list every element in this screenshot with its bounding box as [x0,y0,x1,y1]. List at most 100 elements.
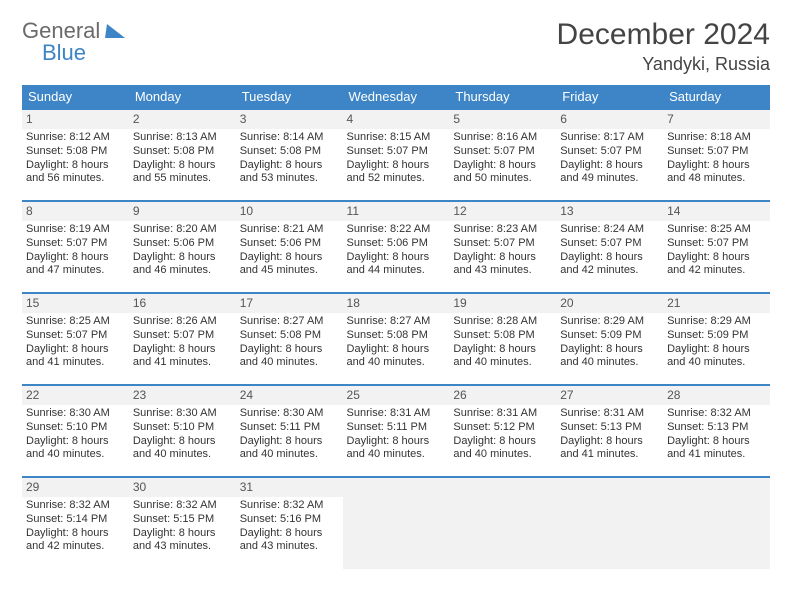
sunset-text: Sunset: 5:08 PM [453,329,552,343]
weekday-header: Tuesday [236,85,343,109]
day-number: 17 [236,294,343,313]
daylight-text: Daylight: 8 hours and 41 minutes. [667,435,766,463]
daylight-text: Daylight: 8 hours and 55 minutes. [133,159,232,187]
daylight-text: Daylight: 8 hours and 41 minutes. [26,343,125,371]
calendar-day-empty [343,477,450,569]
calendar-day: 7Sunrise: 8:18 AMSunset: 5:07 PMDaylight… [663,109,770,201]
daylight-text: Daylight: 8 hours and 42 minutes. [26,527,125,555]
day-number: 15 [22,294,129,313]
sunset-text: Sunset: 5:13 PM [560,421,659,435]
sunrise-text: Sunrise: 8:14 AM [240,131,339,145]
calendar-day: 29 Sunrise: 8:32 AMSunset: 5:14 PMDayligh… [22,477,129,569]
day-number: 18 [343,294,450,313]
daylight-text: Daylight: 8 hours and 40 minutes. [133,435,232,463]
sunset-text: Sunset: 5:08 PM [133,145,232,159]
calendar-day: 19Sunrise: 8:28 AMSunset: 5:08 PMDayligh… [449,293,556,385]
calendar-day: 11Sunrise: 8:22 AMSunset: 5:06 PMDayligh… [343,201,450,293]
daylight-text: Daylight: 8 hours and 44 minutes. [347,251,446,279]
calendar-day: 8Sunrise: 8:19 AMSunset: 5:07 PMDaylight… [22,201,129,293]
calendar-day: 15Sunrise: 8:25 AMSunset: 5:07 PMDayligh… [22,293,129,385]
calendar-day: 22Sunrise: 8:30 AMSunset: 5:10 PMDayligh… [22,385,129,477]
day-number: 13 [556,202,663,221]
day-number: 11 [343,202,450,221]
sunrise-text: Sunrise: 8:28 AM [453,315,552,329]
calendar-day: 25Sunrise: 8:31 AMSunset: 5:11 PMDayligh… [343,385,450,477]
sunrise-text: Sunrise: 8:27 AM [347,315,446,329]
day-number: 9 [129,202,236,221]
sunset-text: Sunset: 5:12 PM [453,421,552,435]
daylight-text: Daylight: 8 hours and 46 minutes. [133,251,232,279]
sunrise-text: Sunrise: 8:18 AM [667,131,766,145]
weekday-header: Friday [556,85,663,109]
sunset-text: Sunset: 5:06 PM [133,237,232,251]
calendar-day: 18Sunrise: 8:27 AMSunset: 5:08 PMDayligh… [343,293,450,385]
calendar-week: 8Sunrise: 8:19 AMSunset: 5:07 PMDaylight… [22,201,770,293]
sunrise-text: Sunrise: 8:12 AM [26,131,125,145]
calendar-table: SundayMondayTuesdayWednesdayThursdayFrid… [22,85,770,569]
sunrise-text: Sunrise: 8:24 AM [560,223,659,237]
daylight-text: Daylight: 8 hours and 45 minutes. [240,251,339,279]
calendar-day: 10Sunrise: 8:21 AMSunset: 5:06 PMDayligh… [236,201,343,293]
daylight-text: Daylight: 8 hours and 40 minutes. [560,343,659,371]
sunset-text: Sunset: 5:07 PM [453,237,552,251]
sunset-text: Sunset: 5:09 PM [667,329,766,343]
day-number: 19 [449,294,556,313]
weekday-row: SundayMondayTuesdayWednesdayThursdayFrid… [22,85,770,109]
sunset-text: Sunset: 5:10 PM [26,421,125,435]
daylight-text: Daylight: 8 hours and 42 minutes. [667,251,766,279]
day-number: 6 [556,110,663,129]
sunrise-text: Sunrise: 8:17 AM [560,131,659,145]
logo-word2-wrap: Blue [42,40,86,66]
sunrise-text: Sunrise: 8:23 AM [453,223,552,237]
sunset-text: Sunset: 5:08 PM [347,329,446,343]
daylight-text: Daylight: 8 hours and 48 minutes. [667,159,766,187]
sunrise-text: Sunrise: 8:31 AM [560,407,659,421]
sail-icon [105,24,127,38]
calendar-day: 1Sunrise: 8:12 AMSunset: 5:08 PMDaylight… [22,109,129,201]
calendar-day: 23Sunrise: 8:30 AMSunset: 5:10 PMDayligh… [129,385,236,477]
sunset-text: Sunset: 5:07 PM [667,145,766,159]
day-number: 4 [343,110,450,129]
calendar-day: 12Sunrise: 8:23 AMSunset: 5:07 PMDayligh… [449,201,556,293]
day-number: 8 [22,202,129,221]
sunrise-text: Sunrise: 8:30 AM [26,407,125,421]
calendar-day: 2Sunrise: 8:13 AMSunset: 5:08 PMDaylight… [129,109,236,201]
calendar-day-empty [663,477,770,569]
day-number: 29 [22,478,129,497]
logo-word2: Blue [42,40,86,65]
calendar-day: 20Sunrise: 8:29 AMSunset: 5:09 PMDayligh… [556,293,663,385]
sunrise-text: Sunrise: 8:20 AM [133,223,232,237]
calendar-week: 1Sunrise: 8:12 AMSunset: 5:08 PMDaylight… [22,109,770,201]
day-number: 5 [449,110,556,129]
sunrise-text: Sunrise: 8:22 AM [347,223,446,237]
sunrise-text: Sunrise: 8:32 AM [26,499,125,513]
sunset-text: Sunset: 5:14 PM [26,513,125,527]
daylight-text: Daylight: 8 hours and 42 minutes. [560,251,659,279]
calendar-head: SundayMondayTuesdayWednesdayThursdayFrid… [22,85,770,109]
weekday-header: Thursday [449,85,556,109]
calendar-day: 5Sunrise: 8:16 AMSunset: 5:07 PMDaylight… [449,109,556,201]
calendar-week: 15Sunrise: 8:25 AMSunset: 5:07 PMDayligh… [22,293,770,385]
daylight-text: Daylight: 8 hours and 52 minutes. [347,159,446,187]
daylight-text: Daylight: 8 hours and 56 minutes. [26,159,125,187]
sunset-text: Sunset: 5:07 PM [560,145,659,159]
calendar-week: 29Sunrise: 8:32 AMSunset: 5:14 PMDayligh… [22,477,770,569]
calendar-day: 24Sunrise: 8:30 AMSunset: 5:11 PMDayligh… [236,385,343,477]
daylight-text: Daylight: 8 hours and 40 minutes. [26,435,125,463]
day-number: 10 [236,202,343,221]
calendar-day: 26Sunrise: 8:31 AMSunset: 5:12 PMDayligh… [449,385,556,477]
sunrise-text: Sunrise: 8:29 AM [560,315,659,329]
daylight-text: Daylight: 8 hours and 43 minutes. [133,527,232,555]
sunset-text: Sunset: 5:07 PM [26,329,125,343]
daylight-text: Daylight: 8 hours and 40 minutes. [240,435,339,463]
daylight-text: Daylight: 8 hours and 47 minutes. [26,251,125,279]
calendar-body: 1Sunrise: 8:12 AMSunset: 5:08 PMDaylight… [22,109,770,569]
daylight-text: Daylight: 8 hours and 49 minutes. [560,159,659,187]
calendar-day: 21Sunrise: 8:29 AMSunset: 5:09 PMDayligh… [663,293,770,385]
day-number: 25 [343,386,450,405]
sunset-text: Sunset: 5:16 PM [240,513,339,527]
day-number: 3 [236,110,343,129]
sunset-text: Sunset: 5:07 PM [453,145,552,159]
page-title: December 2024 [557,18,770,52]
sunrise-text: Sunrise: 8:31 AM [453,407,552,421]
